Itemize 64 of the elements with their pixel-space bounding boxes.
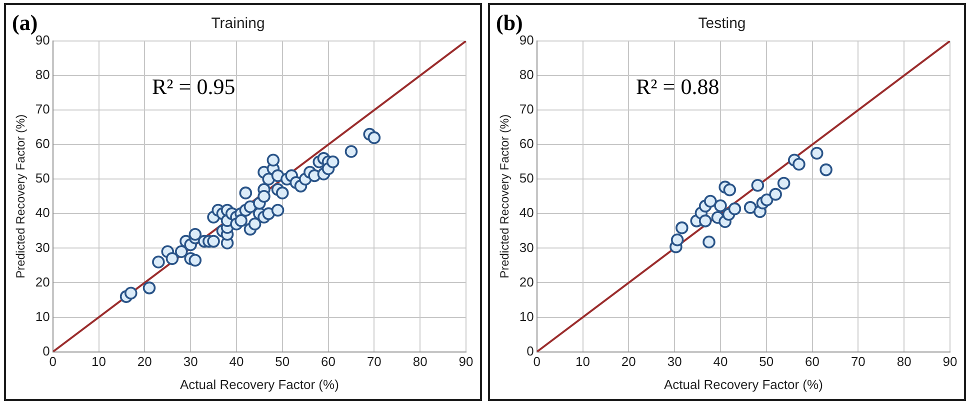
x-tick-label: 40	[229, 354, 244, 370]
y-tick-label: 40	[519, 205, 534, 220]
y-tick-label: 70	[519, 102, 534, 117]
x-tick-label: 40	[713, 354, 728, 370]
x-tick-label: 10	[92, 354, 106, 370]
x-tick-label: 90	[458, 354, 474, 370]
text: (b)	[496, 10, 523, 35]
annotation: R² = 0.88	[636, 74, 720, 99]
x-tick-label: 30	[667, 354, 682, 370]
point	[702, 236, 716, 248]
x-tick-label: 70	[850, 354, 866, 370]
x-tick-label: 50	[275, 354, 290, 370]
y-tick-label: 30	[519, 240, 534, 255]
x-tick-label: 20	[137, 354, 152, 370]
point	[728, 202, 742, 216]
point	[810, 146, 824, 160]
point	[676, 221, 688, 234]
y-axis-title: Predicted Recovery Factor (%)	[498, 114, 512, 278]
y-tick-label: 10	[35, 308, 50, 324]
x-tick-label: 70	[366, 354, 382, 370]
x-axis-title: Actual Recovery Factor (%)	[664, 376, 823, 392]
x-axis-title: Actual Recovery Factor (%)	[180, 376, 339, 392]
y-tick-label: 50	[35, 170, 50, 186]
y-tick-label: 0	[42, 343, 50, 358]
y-tick-label: 70	[35, 102, 50, 117]
y-tick-label: 60	[35, 136, 50, 152]
x-tick-label: 90	[942, 354, 958, 370]
point	[670, 234, 684, 246]
y-tick-label: 60	[519, 136, 534, 152]
y-tick-label: 50	[519, 170, 534, 186]
x-tick-label: 30	[183, 354, 198, 370]
point	[751, 178, 764, 192]
chart-title: Testing	[698, 15, 746, 32]
x-tick-label: 80	[896, 354, 912, 370]
x-tick-label: 20	[621, 354, 636, 370]
y-tick-label: 10	[519, 308, 534, 324]
point	[744, 201, 757, 214]
y-tick-label: 20	[519, 274, 534, 290]
annotation: R² = 0.95	[152, 74, 236, 99]
point	[820, 163, 832, 176]
y-tick-label: 80	[35, 67, 50, 82]
point	[760, 193, 774, 206]
point	[777, 176, 790, 190]
y-tick-label: 20	[35, 274, 50, 290]
x-tick-label: 60	[805, 354, 820, 370]
y-axis-title: Predicted Recovery Factor (%)	[14, 114, 28, 278]
point	[792, 158, 806, 171]
x-tick-label: 50	[759, 354, 774, 370]
x-tick-label: 80	[412, 354, 428, 370]
point	[698, 214, 712, 228]
point	[769, 188, 782, 201]
point	[723, 183, 736, 196]
y-tick-label: 30	[35, 240, 50, 255]
point	[714, 199, 727, 212]
y-tick-label: 90	[519, 32, 534, 48]
y-tick-label: 80	[519, 67, 534, 82]
chart-title: Training	[211, 15, 265, 32]
text: (a)	[12, 10, 38, 35]
x-tick-label: 60	[321, 354, 336, 370]
x-tick-label: 10	[576, 354, 590, 370]
y-tick-label: 0	[526, 343, 534, 358]
point	[704, 194, 717, 208]
y-tick-label: 40	[35, 205, 50, 220]
y-tick-label: 90	[35, 32, 50, 48]
